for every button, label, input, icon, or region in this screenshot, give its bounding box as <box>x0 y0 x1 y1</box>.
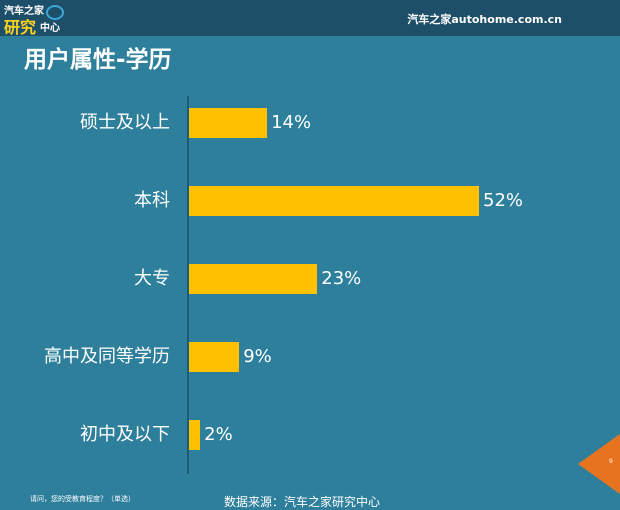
bar <box>189 108 268 138</box>
value-label: 9% <box>243 346 272 367</box>
bar <box>189 264 318 294</box>
value-label: 14% <box>271 112 312 133</box>
data-source: 数据来源：汽车之家研究中心 <box>224 495 381 509</box>
value-label: 23% <box>321 268 362 289</box>
site-name: 汽车之家autohome.com.cn <box>407 13 562 26</box>
category-label: 大专 <box>134 268 170 289</box>
page-title: 用户属性-学历 <box>24 47 172 73</box>
value-label: 52% <box>483 190 524 211</box>
page-number: 9 <box>609 458 613 465</box>
category-label: 高中及同等学历 <box>44 346 170 367</box>
bar <box>189 186 479 216</box>
page-arrow-icon <box>578 434 620 494</box>
category-label: 本科 <box>134 190 170 211</box>
value-label: 2% <box>204 424 233 445</box>
logo: 汽车之家 研究 中心 <box>2 2 64 37</box>
category-axis <box>187 96 189 474</box>
bar <box>189 342 240 372</box>
category-label: 初中及以下 <box>80 424 170 445</box>
category-label: 硕士及以上 <box>80 112 170 133</box>
logo-line1: 汽车之家 <box>4 6 44 17</box>
top-bar: 汽车之家 研究 中心 汽车之家autohome.com.cn <box>0 0 620 37</box>
logo-line3: 中心 <box>40 23 60 34</box>
logo-line2: 研究 <box>4 18 37 37</box>
survey-question: 请问，您的受教育程度？（单选） <box>30 495 135 503</box>
logo-ring-icon <box>46 5 64 20</box>
bar <box>189 420 201 450</box>
